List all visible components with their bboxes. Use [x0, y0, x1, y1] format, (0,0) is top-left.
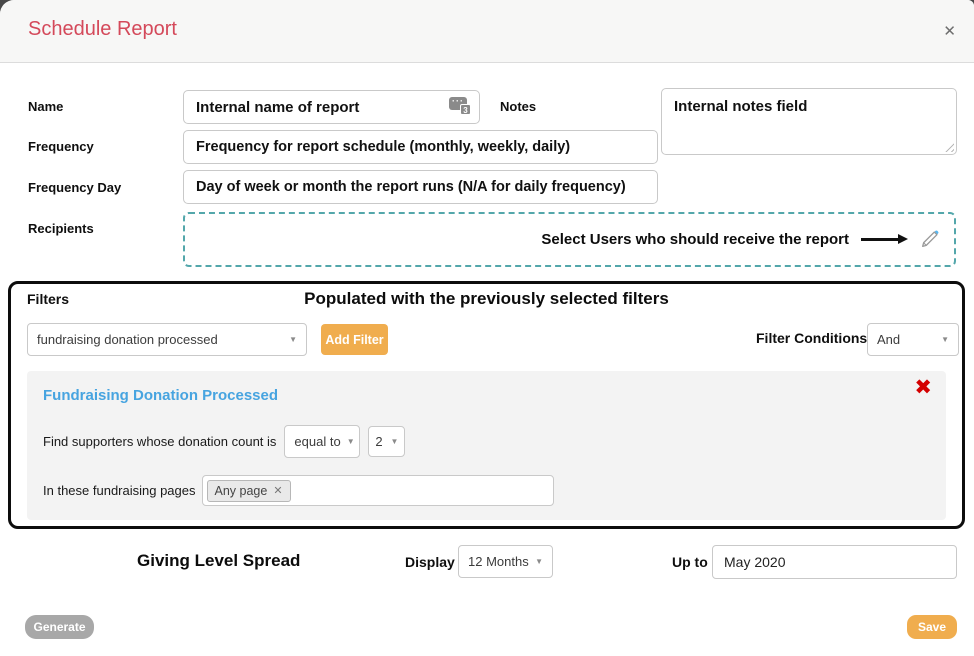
frequency-value: Frequency for report schedule (monthly, …	[196, 139, 571, 155]
donation-count-label: Find supporters whose donation count is	[43, 434, 277, 449]
fundraising-pages-label: In these fundraising pages	[43, 483, 196, 498]
name-value: Internal name of report	[196, 98, 360, 116]
notes-textarea[interactable]: Internal notes field	[661, 88, 957, 155]
giving-level-spread-title: Giving Level Spread	[137, 551, 301, 570]
recipients-annotation: Select Users who should receive the repo…	[541, 231, 849, 248]
notes-value: Internal notes field	[674, 98, 808, 115]
add-filter-button[interactable]: Add Filter	[321, 324, 388, 355]
chevron-down-icon: ▼	[289, 335, 297, 344]
frequency-day-value: Day of week or month the report runs (N/…	[196, 179, 626, 195]
count-select[interactable]: 2 ▼	[368, 426, 406, 457]
filter-type-value: fundraising donation processed	[37, 332, 218, 347]
generate-button[interactable]: Generate	[25, 615, 94, 639]
right-arrow-icon	[861, 234, 908, 243]
name-label: Name	[28, 99, 64, 114]
name-input[interactable]: Internal name of report ··· 3	[183, 90, 480, 124]
display-months-value: 12 Months	[468, 554, 529, 569]
count-value: 2	[375, 434, 383, 449]
any-page-tag-label: Any page	[214, 483, 268, 498]
filters-section: Filters Populated with the previously se…	[8, 281, 965, 529]
close-icon[interactable]: ✕	[943, 23, 956, 40]
filter-conditions-label: Filter Conditions	[756, 330, 868, 346]
page-title: Schedule Report	[28, 18, 177, 40]
recipients-label: Recipients	[28, 221, 94, 236]
autofill-extension-icon[interactable]: ··· 3	[449, 97, 471, 115]
operator-value: equal to	[294, 434, 341, 449]
filter-card-title[interactable]: Fundraising Donation Processed	[43, 387, 279, 404]
fundraising-pages-row: In these fundraising pages Any page ✕	[43, 475, 554, 506]
filter-card: Fundraising Donation Processed ✖ Find su…	[27, 371, 946, 520]
frequency-input[interactable]: Frequency for report schedule (monthly, …	[183, 130, 658, 164]
filters-section-label: Filters	[27, 291, 70, 307]
resize-grip-icon[interactable]	[944, 142, 954, 152]
frequency-label: Frequency	[28, 139, 94, 154]
modal-header: Schedule Report ✕	[0, 0, 974, 63]
chevron-down-icon: ▼	[390, 437, 399, 446]
autofill-badge: 3	[460, 104, 471, 115]
operator-select[interactable]: equal to ▼	[284, 425, 361, 458]
recipients-picker[interactable]: Select Users who should receive the repo…	[183, 212, 956, 267]
save-button[interactable]: Save	[907, 615, 957, 639]
donation-count-row: Find supporters whose donation count is …	[43, 425, 406, 458]
tag-remove-icon[interactable]: ✕	[273, 485, 283, 497]
chevron-down-icon: ▼	[346, 437, 355, 446]
up-to-label: Up to	[672, 554, 708, 570]
fundraising-pages-input[interactable]: Any page ✕	[201, 475, 554, 506]
display-label: Display	[405, 554, 455, 570]
chevron-down-icon: ▼	[535, 557, 543, 566]
frequency-day-input[interactable]: Day of week or month the report runs (N/…	[183, 170, 658, 204]
filters-annotation: Populated with the previously selected f…	[304, 289, 669, 308]
any-page-tag: Any page ✕	[206, 479, 291, 502]
pencil-icon[interactable]	[919, 229, 940, 250]
filter-conditions-value: And	[877, 332, 901, 347]
frequency-day-label: Frequency Day	[28, 180, 122, 195]
notes-label: Notes	[500, 99, 537, 114]
chevron-down-icon: ▼	[941, 335, 949, 344]
filter-conditions-select[interactable]: And ▼	[867, 323, 959, 356]
up-to-input[interactable]: May 2020	[712, 545, 957, 579]
display-months-select[interactable]: 12 Months ▼	[458, 545, 553, 578]
filter-type-select[interactable]: fundraising donation processed ▼	[27, 323, 307, 356]
remove-filter-icon[interactable]: ✖	[914, 376, 932, 399]
up-to-value: May 2020	[724, 554, 786, 570]
